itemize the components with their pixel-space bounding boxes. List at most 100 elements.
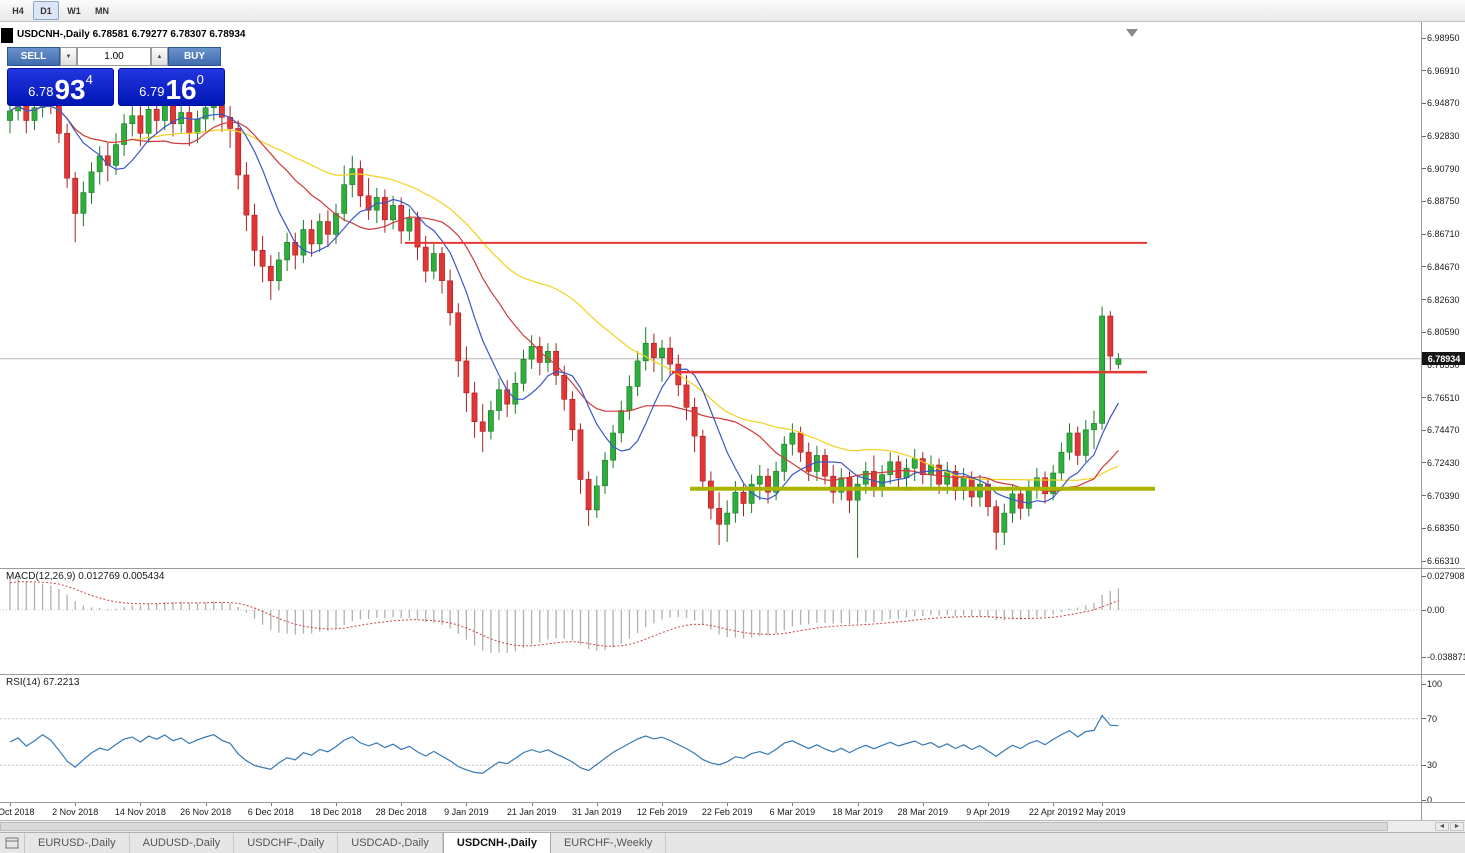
- chart-tab-usdcad-daily[interactable]: USDCAD-,Daily: [338, 833, 443, 853]
- chart-title: USDCNH-,Daily 6.78581 6.79277 6.78307 6.…: [17, 29, 246, 40]
- axis-tick: [988, 803, 989, 806]
- sell-button[interactable]: SELL: [7, 47, 60, 66]
- chart-tab-usdcnh-daily[interactable]: USDCNH-,Daily: [442, 833, 551, 853]
- scrollbar-thumb[interactable]: [0, 822, 1388, 831]
- trend-lines[interactable]: [405, 241, 1155, 491]
- price-axis-label: 6.72430: [1427, 457, 1460, 468]
- axis-tick: [1422, 462, 1426, 464]
- timeframe-button-mn[interactable]: MN: [95, 5, 109, 16]
- rsi-indicator-label: RSI(14) 67.2213: [6, 677, 80, 688]
- chart-tabs-bar: EURUSD-,Daily AUDUSD-,Daily USDCHF-,Daily U…: [0, 832, 1465, 853]
- axis-tick: [1422, 609, 1426, 611]
- price-axis-label: 6.66310: [1427, 556, 1460, 566]
- price-axis-label: 0: [1427, 795, 1433, 805]
- price-axis-label: 6.68350: [1427, 523, 1460, 534]
- date-axis[interactable]: 23 Oct 2018 2 Nov 2018 14 Nov 2018 26 Nov 2…: [0, 802, 1421, 820]
- sell-price-pip: 4: [85, 72, 93, 87]
- scroll-right-icon: ►: [1453, 823, 1461, 830]
- axis-tick: [531, 803, 533, 806]
- axis-tick: [1422, 331, 1426, 333]
- volume-decrease-button[interactable]: ▼: [60, 47, 77, 66]
- one-click-panel-toggle[interactable]: [1, 28, 13, 43]
- date-axis-label: 22 Apr 2019: [1028, 807, 1078, 817]
- axis-tick: [1053, 803, 1055, 806]
- macd-panel[interactable]: [0, 568, 1421, 674]
- axis-tick: [922, 803, 924, 806]
- axis-tick: [1422, 233, 1426, 235]
- axis-tick: [1422, 102, 1426, 104]
- one-click-trading-panel: SELL ▼ ▲ BUY 6.78 93 4 6.79 16 0: [7, 47, 225, 106]
- price-axis-label: 6.82630: [1427, 294, 1460, 305]
- rsi-line: [9, 714, 1119, 774]
- date-axis-label: 21 Jan 2019: [506, 807, 557, 817]
- timeframe-button-w1[interactable]: W1: [67, 5, 81, 16]
- axis-tick: [140, 803, 142, 806]
- sell-price-button[interactable]: 6.78 93 4: [7, 68, 114, 106]
- axis-tick: [1102, 803, 1104, 806]
- scroll-left-icon: ◄: [1438, 823, 1446, 830]
- chevron-up-icon: ▲: [156, 53, 163, 60]
- chart-tab-audusd-daily[interactable]: AUDUSD-,Daily: [130, 833, 235, 853]
- date-axis-label: 6 Dec 2018: [247, 807, 294, 817]
- price-chart[interactable]: [0, 22, 1421, 568]
- axis-tick: [270, 803, 272, 806]
- price-axis-label: 6.92830: [1427, 131, 1460, 142]
- date-axis-label: 23 Oct 2018: [0, 807, 35, 817]
- price-axis-label: 6.86710: [1427, 229, 1460, 240]
- buy-button[interactable]: BUY: [168, 47, 221, 66]
- window-list-icon[interactable]: [0, 833, 25, 853]
- price-axis-label: 6.96910: [1427, 65, 1460, 76]
- volume-input[interactable]: [77, 47, 151, 66]
- chart-tab-usdchf-daily[interactable]: USDCHF-,Daily: [234, 833, 339, 853]
- axis-tick: [336, 803, 337, 806]
- axis-tick: [1422, 560, 1426, 562]
- axis-tick: [662, 803, 663, 806]
- axis-tick: [727, 803, 729, 806]
- axis-tick: [792, 803, 794, 806]
- date-axis-label: 12 Feb 2019: [636, 807, 688, 817]
- axis-tick: [1422, 266, 1426, 268]
- buy-price-big: 16: [165, 74, 197, 106]
- price-axis[interactable]: 6.78934 6.98950 6.96910 6.94870 6.92830 6.90…: [1421, 22, 1465, 820]
- panel-separator: [1422, 568, 1465, 569]
- scroll-right-button[interactable]: ►: [1450, 822, 1464, 831]
- date-axis-label: 6 Mar 2019: [769, 807, 816, 817]
- chart-shift-marker-icon[interactable]: [1126, 29, 1138, 37]
- axis-tick: [466, 803, 468, 806]
- timeframe-button-d1[interactable]: D1: [33, 1, 59, 20]
- axis-tick: [1422, 575, 1426, 577]
- date-axis-label: 9 Jan 2019: [444, 807, 489, 817]
- axis-tick: [1422, 656, 1426, 658]
- sell-price-prefix: 6.78: [28, 84, 54, 99]
- axis-tick: [1422, 168, 1426, 170]
- price-axis-label: 30: [1427, 760, 1438, 771]
- timeframe-button-h4[interactable]: H4: [12, 5, 24, 16]
- price-axis-label: 6.80590: [1427, 327, 1460, 338]
- buy-price-button[interactable]: 6.79 16 0: [118, 68, 225, 106]
- chart-window[interactable]: USDCNH-,Daily 6.78581 6.79277 6.78307 6.…: [0, 22, 1465, 820]
- price-axis-label: 6.74470: [1427, 425, 1460, 436]
- axis-tick: [857, 803, 859, 806]
- ma-fast: [9, 105, 1119, 504]
- axis-tick: [1422, 683, 1426, 685]
- buy-price-prefix: 6.79: [139, 84, 165, 99]
- axis-tick: [1422, 299, 1426, 300]
- axis-tick: [1422, 527, 1426, 529]
- scroll-left-button[interactable]: ◄: [1435, 822, 1449, 831]
- axis-tick: [1422, 799, 1426, 801]
- rsi-panel[interactable]: [0, 674, 1421, 802]
- date-axis-label: 26 Nov 2018: [180, 807, 232, 817]
- date-axis-label: 28 Dec 2018: [375, 807, 427, 817]
- timeframe-toolbar: H4 D1 W1 MN: [0, 0, 1465, 22]
- horizontal-scrollbar[interactable]: ◄ ►: [0, 820, 1465, 832]
- macd-indicator-label: MACD(12,26,9) 0.012769 0.005434: [6, 571, 165, 582]
- chart-tab-eurusd-daily[interactable]: EURUSD-,Daily: [25, 833, 130, 853]
- ma-slow: [9, 105, 1119, 481]
- axis-tick: [1422, 37, 1426, 39]
- ma-mid: [9, 105, 1119, 492]
- chart-tab-eurchf-weekly[interactable]: EURCHF-,Weekly: [551, 833, 667, 853]
- volume-increase-button[interactable]: ▲: [151, 47, 168, 66]
- date-axis-label: 2 Nov 2018: [52, 807, 99, 817]
- price-axis-label: 70: [1427, 713, 1438, 724]
- candlesticks: [7, 82, 1122, 558]
